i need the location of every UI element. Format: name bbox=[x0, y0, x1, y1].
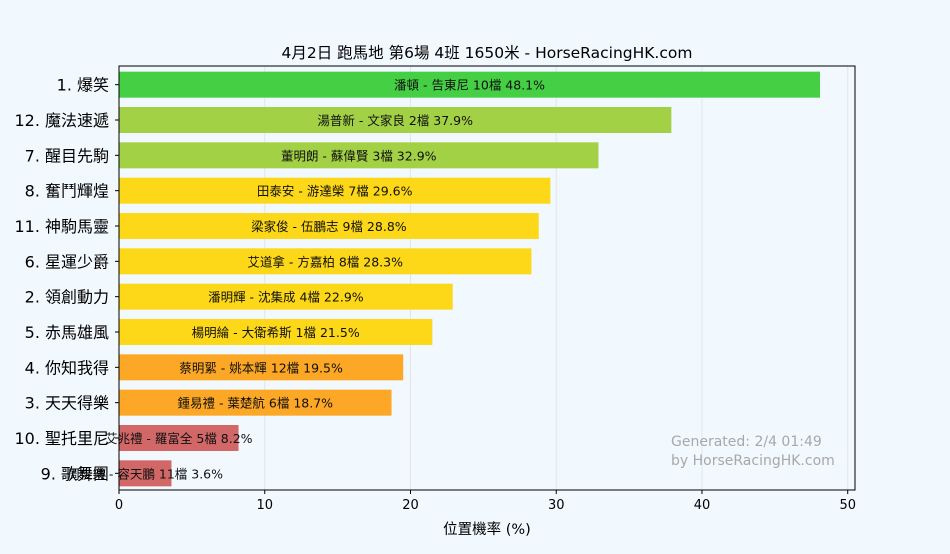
y-tick-label: 8. 奮鬥輝煌 bbox=[25, 182, 109, 201]
watermark-line-2: by HorseRacingHK.com bbox=[671, 453, 835, 469]
bar bbox=[119, 142, 599, 169]
x-tick-label: 40 bbox=[694, 498, 711, 513]
bar bbox=[119, 177, 551, 204]
bar-label: 艾道拿 - 方嘉柏 8檔 28.3% bbox=[247, 254, 403, 269]
bar bbox=[119, 425, 239, 451]
bar-label: 潘頓 - 告東尼 10檔 48.1% bbox=[394, 78, 545, 93]
bar bbox=[119, 389, 392, 416]
bar bbox=[119, 354, 404, 381]
bar bbox=[119, 248, 532, 275]
bar-label: 楊明綸 - 大衛希斯 1檔 21.5% bbox=[192, 325, 360, 340]
x-tick-label: 10 bbox=[256, 498, 273, 513]
bar-label: 董明朗 - 蘇偉賢 3檔 32.9% bbox=[281, 148, 437, 163]
x-tick-label: 30 bbox=[548, 498, 565, 513]
bar-layer: 潘頓 - 告東尼 10檔 48.1% 湯普新 - 文家良 2檔 37.9% 董明朗 … bbox=[67, 71, 821, 487]
bar bbox=[119, 460, 172, 487]
y-tick-label: 6. 星運少爵 bbox=[25, 252, 109, 271]
y-tick-label: 5. 赤馬雄風 bbox=[25, 323, 109, 342]
watermark-line-1: Generated: 2/4 01:49 bbox=[671, 434, 822, 450]
y-tick-label: 9. 歌舞團 bbox=[41, 464, 109, 483]
bar-label: 蔡明綤 - 姚本輝 12檔 19.5% bbox=[179, 360, 343, 375]
bar-label: 潘明輝 - 沈集成 4檔 22.9% bbox=[208, 290, 364, 305]
bar bbox=[119, 283, 453, 310]
x-tick-label: 0 bbox=[115, 498, 123, 513]
bar-label: 梁家俊 - 伍鵬志 9檔 28.8% bbox=[251, 219, 407, 234]
x-axis-label: 位置機率 (%) bbox=[443, 521, 531, 538]
bar bbox=[119, 107, 672, 133]
y-tick-label: 10. 聖托里尼 bbox=[14, 429, 109, 448]
x-tick-label: 20 bbox=[402, 498, 419, 513]
bar-label: 周俊樂 - 容天鵬 11檔 3.6% bbox=[67, 466, 223, 481]
y-tick-label: 1. 爆笑 bbox=[57, 76, 109, 95]
x-tick-label: 50 bbox=[839, 498, 856, 513]
chart-title: 4月2日 跑馬地 第6場 4班 1650米 - HorseRacingHK.co… bbox=[282, 44, 693, 62]
plot-frame bbox=[118, 65, 856, 491]
y-tick-label: 3. 天天得樂 bbox=[25, 394, 109, 413]
bar-label: 田泰安 - 游達榮 7檔 29.6% bbox=[257, 184, 413, 199]
bar-label: 鍾易禮 - 葉楚航 6檔 18.7% bbox=[177, 396, 333, 411]
y-tick-label: 12. 魔法速遞 bbox=[14, 111, 109, 130]
axis-layer: 0 10 20 30 40 50 1. 爆笑 12. 魔法速遞 7. 醒目先駒 8. 奮鬥輝煌 11… bbox=[14, 76, 856, 513]
bar-label: 艾兆禮 - 羅富全 5檔 8.2% bbox=[105, 431, 253, 446]
y-tick-label: 7. 醒目先駒 bbox=[25, 146, 109, 165]
bar-label: 湯普新 - 文家良 2檔 37.9% bbox=[317, 113, 473, 128]
bar bbox=[119, 319, 433, 345]
y-tick-label: 2. 領創動力 bbox=[25, 288, 109, 307]
bar bbox=[119, 213, 539, 239]
y-tick-label: 4. 你知我得 bbox=[25, 358, 109, 377]
y-tick-label: 11. 神駒馬靈 bbox=[14, 217, 109, 236]
bar bbox=[119, 71, 821, 98]
